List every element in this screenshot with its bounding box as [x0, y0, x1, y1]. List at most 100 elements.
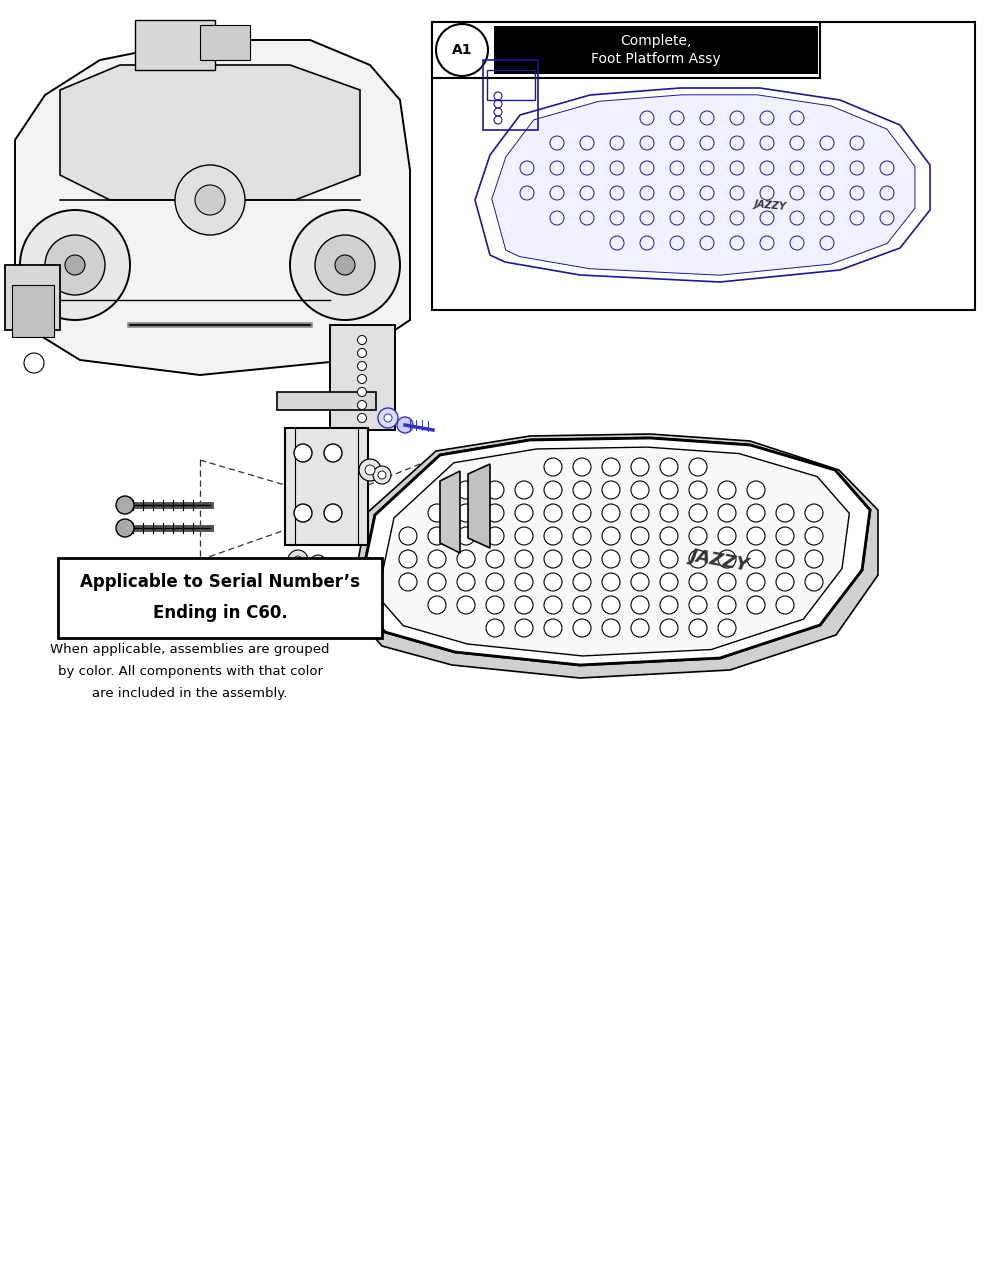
- Circle shape: [660, 595, 678, 614]
- Circle shape: [689, 504, 707, 522]
- Circle shape: [335, 255, 355, 275]
- Circle shape: [718, 504, 736, 522]
- Circle shape: [373, 466, 391, 484]
- Bar: [58, 557, 382, 639]
- Circle shape: [718, 527, 736, 545]
- Circle shape: [602, 620, 620, 637]
- Polygon shape: [330, 326, 395, 430]
- Circle shape: [602, 481, 620, 499]
- Circle shape: [544, 527, 562, 545]
- Circle shape: [428, 504, 446, 522]
- Polygon shape: [357, 438, 870, 665]
- Text: JAZZY: JAZZY: [689, 546, 751, 574]
- Circle shape: [544, 595, 562, 614]
- Polygon shape: [349, 435, 878, 678]
- Text: Ending in C60.: Ending in C60.: [153, 604, 287, 622]
- Circle shape: [660, 481, 678, 499]
- Polygon shape: [60, 65, 360, 200]
- Circle shape: [358, 388, 366, 397]
- Circle shape: [573, 573, 591, 590]
- Circle shape: [358, 361, 366, 370]
- Circle shape: [399, 573, 417, 590]
- Circle shape: [24, 353, 44, 372]
- Bar: [200, 25, 250, 60]
- Circle shape: [428, 573, 446, 590]
- Circle shape: [294, 504, 312, 522]
- Circle shape: [776, 527, 794, 545]
- Circle shape: [573, 457, 591, 476]
- Polygon shape: [492, 95, 915, 275]
- Circle shape: [20, 210, 130, 321]
- Circle shape: [689, 457, 707, 476]
- Polygon shape: [440, 471, 460, 552]
- Text: are included in the assembly.: are included in the assembly.: [92, 688, 288, 701]
- Circle shape: [544, 504, 562, 522]
- Circle shape: [457, 481, 475, 499]
- Text: Applicable to Serial Number’s: Applicable to Serial Number’s: [80, 573, 360, 590]
- Circle shape: [515, 620, 533, 637]
- Circle shape: [747, 595, 765, 614]
- Circle shape: [515, 481, 533, 499]
- Circle shape: [428, 550, 446, 568]
- Circle shape: [776, 504, 794, 522]
- Circle shape: [660, 504, 678, 522]
- Circle shape: [631, 481, 649, 499]
- Bar: [12, 285, 54, 337]
- Text: A1: A1: [452, 43, 472, 57]
- Circle shape: [515, 595, 533, 614]
- Circle shape: [330, 571, 340, 582]
- Circle shape: [689, 620, 707, 637]
- Circle shape: [805, 550, 823, 568]
- Circle shape: [399, 550, 417, 568]
- Circle shape: [515, 550, 533, 568]
- Circle shape: [436, 24, 488, 76]
- Circle shape: [359, 459, 381, 481]
- Circle shape: [384, 414, 392, 422]
- Circle shape: [457, 595, 475, 614]
- Circle shape: [660, 620, 678, 637]
- Circle shape: [486, 504, 504, 522]
- Circle shape: [602, 595, 620, 614]
- Circle shape: [515, 527, 533, 545]
- Circle shape: [689, 573, 707, 590]
- Circle shape: [805, 527, 823, 545]
- Circle shape: [631, 457, 649, 476]
- Circle shape: [544, 457, 562, 476]
- Circle shape: [573, 527, 591, 545]
- Circle shape: [631, 504, 649, 522]
- Circle shape: [660, 550, 678, 568]
- Circle shape: [45, 234, 105, 295]
- Bar: [432, 22, 975, 310]
- Circle shape: [358, 336, 366, 345]
- Text: by color. All components with that color: by color. All components with that color: [58, 665, 322, 679]
- Circle shape: [805, 573, 823, 590]
- Circle shape: [602, 527, 620, 545]
- Circle shape: [315, 560, 321, 566]
- Circle shape: [718, 595, 736, 614]
- Circle shape: [805, 504, 823, 522]
- Circle shape: [310, 555, 326, 571]
- Circle shape: [486, 620, 504, 637]
- Circle shape: [515, 573, 533, 590]
- Circle shape: [689, 595, 707, 614]
- Circle shape: [689, 550, 707, 568]
- Polygon shape: [357, 438, 870, 665]
- Circle shape: [718, 573, 736, 590]
- Circle shape: [288, 590, 304, 606]
- Bar: [285, 428, 368, 545]
- Circle shape: [660, 573, 678, 590]
- Circle shape: [428, 595, 446, 614]
- Bar: [135, 20, 215, 70]
- Circle shape: [358, 413, 366, 422]
- Circle shape: [573, 481, 591, 499]
- Circle shape: [544, 481, 562, 499]
- Circle shape: [486, 573, 504, 590]
- Circle shape: [457, 527, 475, 545]
- Circle shape: [689, 481, 707, 499]
- Circle shape: [457, 573, 475, 590]
- Circle shape: [486, 527, 504, 545]
- Bar: [5, 265, 60, 329]
- Circle shape: [399, 527, 417, 545]
- Circle shape: [195, 185, 225, 215]
- Circle shape: [397, 417, 413, 433]
